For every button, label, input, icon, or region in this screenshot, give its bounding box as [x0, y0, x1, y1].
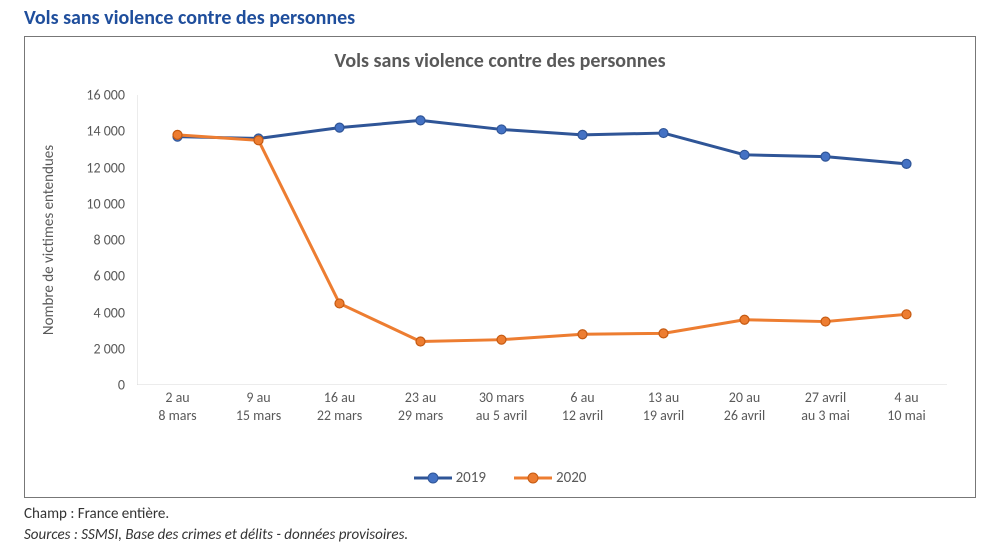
x-tick-label: 9 au15 mars: [218, 389, 299, 424]
x-tick-label-line: 23 au: [380, 389, 461, 407]
series-marker: [497, 335, 506, 344]
x-tick-label: 23 au29 mars: [380, 389, 461, 424]
x-tick-label-line: 13 au: [623, 389, 704, 407]
legend-label: 2020: [556, 469, 586, 487]
y-tick-label: 12 000: [86, 159, 125, 176]
x-tick-label-line: 30 mars: [461, 389, 542, 407]
x-tick-label-line: 10 mai: [866, 407, 947, 425]
series-marker: [335, 299, 344, 308]
series-marker: [659, 329, 668, 338]
x-tick-label: 27 avrilau 3 mai: [785, 389, 866, 424]
x-tick-label: 6 au12 avril: [542, 389, 623, 424]
series-marker: [416, 116, 425, 125]
x-tick-label-line: 8 mars: [137, 407, 218, 425]
legend-item: 2019: [414, 469, 486, 487]
y-tick-label: 8 000: [93, 232, 125, 249]
series-marker: [821, 317, 830, 326]
y-tick-label: 16 000: [86, 87, 125, 104]
x-tick-label-line: 27 avril: [785, 389, 866, 407]
x-tick-label: 13 au19 avril: [623, 389, 704, 424]
x-tick-label-line: 9 au: [218, 389, 299, 407]
y-axis-title: Nombre de victimes entendues: [39, 95, 59, 385]
footnote-champ: Champ : France entière.: [24, 504, 408, 525]
y-tick-label: 10 000: [86, 195, 125, 212]
series-marker: [902, 310, 911, 319]
x-tick-label: 2 au8 mars: [137, 389, 218, 424]
legend-swatch: [414, 471, 452, 485]
series-marker: [578, 130, 587, 139]
footnotes: Champ : France entière. Sources : SSMSI,…: [24, 504, 408, 546]
y-tick-label: 6 000: [93, 268, 125, 285]
series-marker: [902, 159, 911, 168]
legend-item: 2020: [514, 469, 586, 487]
series-marker: [659, 129, 668, 138]
x-tick-label: 30 marsau 5 avril: [461, 389, 542, 424]
page: Vols sans violence contre des personnes …: [0, 0, 1000, 558]
series-marker: [497, 125, 506, 134]
chart-container: Vols sans violence contre des personnes …: [24, 36, 976, 498]
series-marker: [821, 152, 830, 161]
x-tick-label: 16 au22 mars: [299, 389, 380, 424]
series-marker: [416, 337, 425, 346]
x-tick-label-line: 22 mars: [299, 407, 380, 425]
x-tick-label-line: 12 avril: [542, 407, 623, 425]
x-tick-label-line: 16 au: [299, 389, 380, 407]
series-marker: [740, 315, 749, 324]
series-line: [178, 120, 907, 164]
x-tick-label-line: 2 au: [137, 389, 218, 407]
x-tick-label-line: 15 mars: [218, 407, 299, 425]
series-marker: [335, 123, 344, 132]
x-tick-label-line: au 5 avril: [461, 407, 542, 425]
legend-label: 2019: [456, 469, 486, 487]
x-tick-label: 20 au26 avril: [704, 389, 785, 424]
page-title: Vols sans violence contre des personnes: [24, 6, 355, 30]
x-tick-label-line: 26 avril: [704, 407, 785, 425]
x-tick-label-line: 29 mars: [380, 407, 461, 425]
y-axis-title-text: Nombre de victimes entendues: [40, 145, 58, 335]
series-marker: [173, 130, 182, 139]
x-tick-label: 4 au10 mai: [866, 389, 947, 424]
y-tick-label: 0: [118, 377, 125, 394]
y-tick-label: 14 000: [86, 123, 125, 140]
x-tick-label-line: au 3 mai: [785, 407, 866, 425]
x-tick-label-line: 6 au: [542, 389, 623, 407]
series-marker: [578, 330, 587, 339]
y-tick-label: 2 000: [93, 340, 125, 357]
footnote-sources: Sources : SSMSI, Base des crimes et déli…: [24, 525, 408, 546]
chart-title: Vols sans violence contre des personnes: [25, 49, 975, 73]
x-tick-label-line: 19 avril: [623, 407, 704, 425]
legend-swatch: [514, 471, 552, 485]
x-tick-label-line: 20 au: [704, 389, 785, 407]
x-tick-label-line: 4 au: [866, 389, 947, 407]
legend: 2019 2020: [25, 469, 975, 487]
y-tick-label: 4 000: [93, 304, 125, 321]
series-line: [178, 135, 907, 342]
chart-plot: [137, 95, 947, 385]
series-marker: [740, 150, 749, 159]
series-marker: [254, 136, 263, 145]
